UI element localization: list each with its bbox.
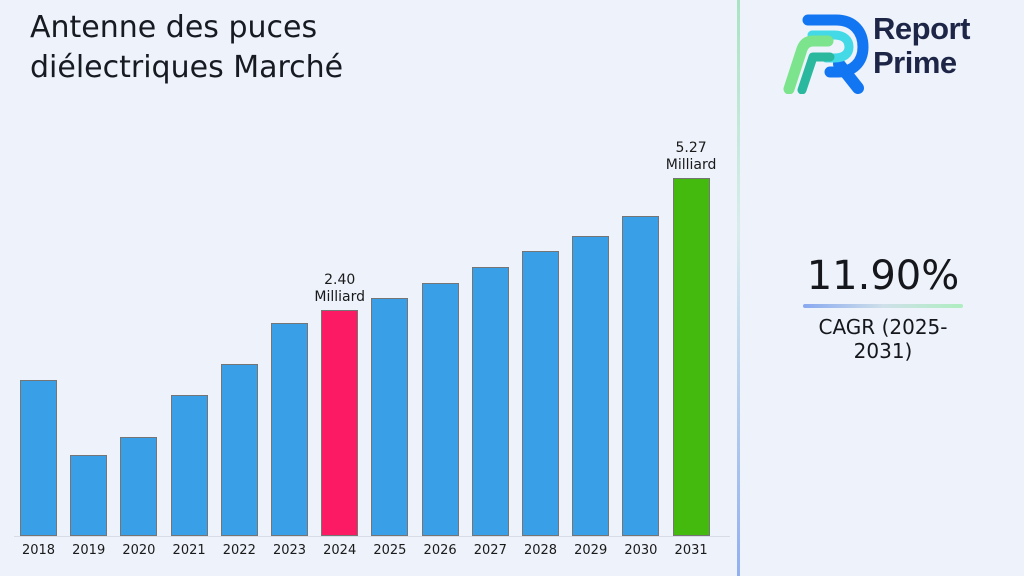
brand-name-line1: Report bbox=[873, 11, 970, 46]
bar-2019 bbox=[70, 455, 108, 536]
x-label-2021: 2021 bbox=[172, 543, 206, 558]
bar-2023 bbox=[271, 323, 308, 536]
brand-name: Report Prime bbox=[873, 12, 970, 80]
bar-2021 bbox=[170, 395, 208, 536]
vertical-divider bbox=[737, 0, 740, 576]
x-axis-line bbox=[14, 536, 730, 537]
bar-2022 bbox=[220, 364, 258, 536]
bar-2025 bbox=[371, 298, 409, 536]
bar-2027 bbox=[471, 267, 509, 536]
x-label-2019: 2019 bbox=[72, 543, 106, 558]
x-label-2027: 2027 bbox=[473, 543, 507, 558]
x-label-2023: 2023 bbox=[272, 543, 307, 558]
bar-2028 bbox=[522, 251, 559, 536]
report-prime-logo-icon bbox=[783, 14, 869, 94]
x-label-2022: 2022 bbox=[222, 543, 256, 558]
x-label-2018: 2018 bbox=[21, 543, 56, 558]
cagr-block: 11.90% CAGR (2025-2031) bbox=[793, 253, 973, 363]
bar-2029 bbox=[572, 236, 610, 536]
x-label-2029: 2029 bbox=[574, 543, 608, 558]
x-label-2031: 2031 bbox=[674, 543, 708, 558]
cagr-value: 11.90% bbox=[806, 253, 960, 299]
bar-2024 bbox=[321, 310, 359, 536]
cagr-label: CAGR (2025-2031) bbox=[818, 315, 948, 363]
bar-2030 bbox=[622, 216, 660, 536]
x-label-2024: 2024 bbox=[323, 543, 357, 558]
x-label-2028: 2028 bbox=[523, 543, 558, 558]
page-title: Antenne des puces diélectriques Marché bbox=[30, 10, 344, 85]
x-label-2020: 2020 bbox=[122, 543, 156, 558]
bar-2031 bbox=[672, 178, 710, 536]
bar-2018 bbox=[20, 380, 57, 536]
brand-name-line2: Prime bbox=[873, 45, 957, 80]
x-label-2025: 2025 bbox=[373, 543, 407, 558]
cagr-underline bbox=[803, 304, 963, 308]
annotation-2031: 5.27 Milliard bbox=[665, 140, 717, 173]
bar-chart: 2018 2019 2020 2021 2022 2023 2024 2.40 Milliard… bbox=[14, 140, 730, 558]
annotation-2024: 2.40 Milliard bbox=[314, 272, 365, 305]
x-label-2030: 2030 bbox=[624, 543, 658, 558]
x-label-2026: 2026 bbox=[423, 543, 457, 558]
brand-logo: Report Prime bbox=[781, 10, 1011, 96]
bar-2026 bbox=[421, 283, 459, 536]
bar-2020 bbox=[120, 437, 158, 536]
